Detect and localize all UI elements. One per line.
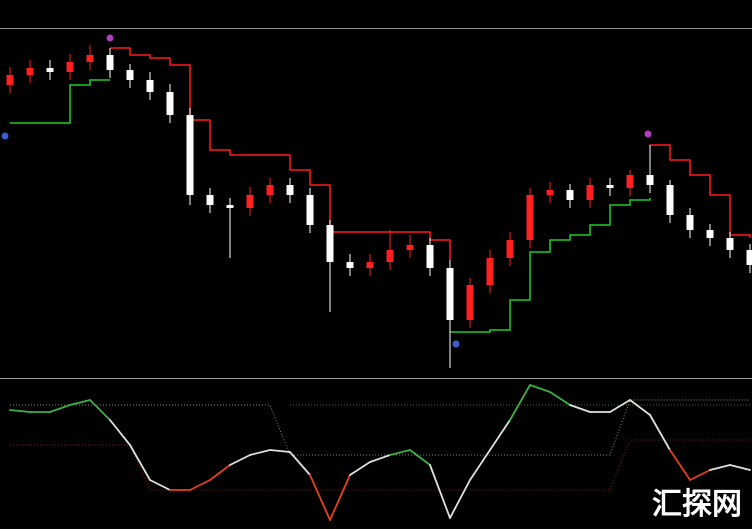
oscillator-segment [109, 419, 131, 446]
level-line [10, 399, 750, 456]
oscillator-segment [429, 464, 451, 519]
candle-body [666, 185, 674, 215]
oscillator-segment [449, 479, 471, 519]
oscillator-segment [289, 451, 311, 476]
signal-marker [644, 130, 652, 138]
stop-line [10, 79, 110, 124]
candle-body [686, 215, 694, 230]
signal-marker [1, 132, 9, 140]
candle-body [586, 185, 594, 200]
oscillator-segment [249, 449, 271, 456]
oscillator-segment [569, 404, 591, 413]
candle-body [346, 262, 354, 268]
watermark: 汇探网 [652, 487, 742, 522]
candle-body [606, 185, 614, 188]
oscillator-segment [529, 384, 551, 393]
candle-body [306, 195, 314, 225]
oscillator-segment [329, 474, 351, 521]
oscillator-segment [9, 409, 31, 413]
candle-body [706, 230, 714, 238]
oscillator-segment [129, 444, 151, 481]
oscillator-segment [209, 464, 231, 481]
stop-line [450, 198, 651, 333]
candle-body [26, 68, 34, 75]
candle-body [266, 185, 274, 195]
candle-body [726, 238, 734, 250]
candle-body [206, 195, 214, 205]
oscillator-segment [69, 399, 91, 406]
oscillator-segment [629, 399, 651, 416]
oscillator-segment [489, 419, 511, 451]
candle-body [526, 195, 534, 240]
candle-body [386, 250, 394, 262]
oscillator-segment [469, 449, 491, 481]
candle-body [146, 80, 154, 92]
oscillator-segment [669, 449, 691, 481]
oscillator-segment [649, 414, 671, 451]
candle-body [566, 190, 574, 200]
candle-body [6, 75, 14, 85]
oscillator-segment [309, 474, 331, 521]
candle-body [746, 250, 752, 265]
candle-body [546, 190, 554, 195]
candle-body [166, 92, 174, 115]
candle-body [466, 285, 474, 320]
candle-body [126, 70, 134, 80]
candle-body [406, 245, 414, 250]
candle-body [286, 185, 294, 195]
candle-body [246, 195, 254, 208]
price-pane [6, 45, 752, 368]
candle-body [326, 225, 334, 262]
oscillator-segment [229, 454, 251, 466]
candle-body [66, 62, 74, 72]
signal-marker [106, 34, 114, 42]
stop-line [650, 144, 751, 238]
oscillator-segment [709, 464, 731, 471]
oscillator-segment [369, 454, 391, 463]
candle-body [226, 205, 234, 208]
oscillator-segment [689, 469, 711, 481]
oscillator-segment [49, 404, 71, 413]
oscillator-segment [89, 399, 111, 421]
oscillator-segment [509, 384, 531, 421]
candle-body [106, 55, 114, 70]
oscillator-segment [269, 449, 291, 453]
candle-body [366, 262, 374, 268]
candle-body [506, 240, 514, 258]
oscillator-segment [389, 449, 411, 456]
stop-line [110, 47, 451, 260]
oscillator-segment [409, 449, 431, 466]
oscillator-segment [549, 391, 571, 406]
signal-marker [452, 340, 460, 348]
level-line [10, 439, 750, 491]
candle-body [486, 258, 494, 285]
oscillator-segment [149, 479, 171, 491]
oscillator-pane [9, 384, 751, 521]
candle-body [186, 115, 194, 195]
candle-body [86, 55, 94, 62]
oscillator-segment [609, 399, 631, 413]
oscillator-segment [189, 479, 211, 491]
candle-body [426, 245, 434, 268]
candle-body [446, 268, 454, 320]
candle-body [626, 175, 634, 188]
candle-body [646, 175, 654, 185]
candle-body [46, 68, 54, 72]
oscillator-segment [349, 461, 371, 476]
oscillator-segment [729, 464, 751, 471]
